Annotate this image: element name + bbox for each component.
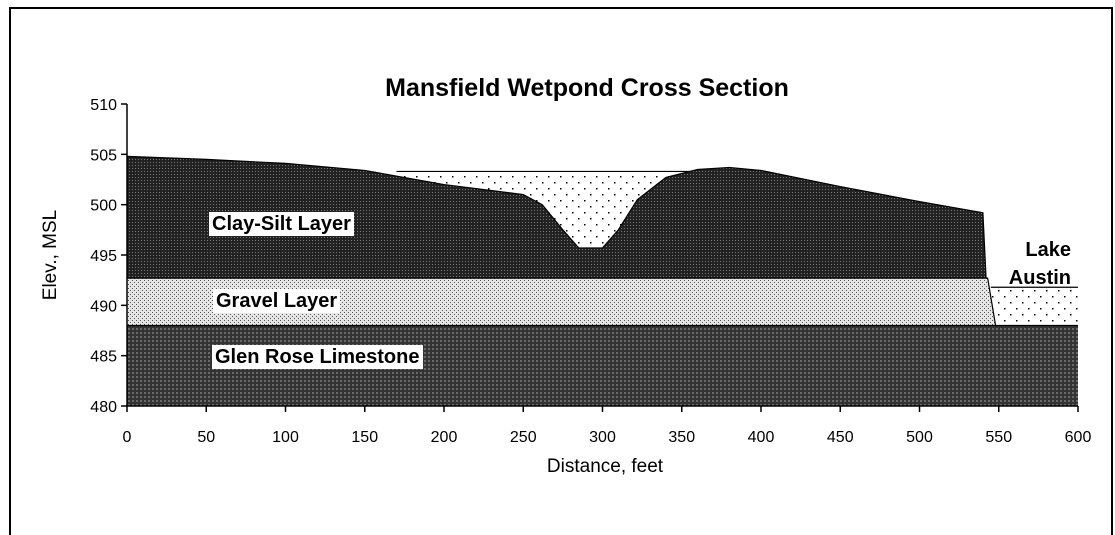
layer-top <box>127 277 997 326</box>
axes: 480 485 490 495 500 505 510 0 50 100 150 200 250 300 3… <box>90 97 1091 446</box>
y-tick-label: 505 <box>90 147 117 164</box>
areas <box>126 155 1078 406</box>
x-tick-label: 350 <box>668 429 695 446</box>
x-tick-label: 100 <box>272 429 299 446</box>
x-tick-label: 600 <box>1065 429 1092 446</box>
layer-label: Glen Rose Limestone <box>212 345 423 369</box>
x-axis-label: Distance, feet <box>547 456 664 477</box>
y-tick-label: 480 <box>90 399 117 416</box>
layer-label: Lake Austin <box>1008 239 1071 289</box>
x-tick-label: 200 <box>431 429 458 446</box>
x-tick-label: 550 <box>985 429 1012 446</box>
chart-title: Mansfield Wetpond Cross Section <box>385 74 789 102</box>
y-tick-label: 490 <box>90 298 117 315</box>
layer-top <box>126 155 987 279</box>
x-tick-label: 50 <box>197 429 215 446</box>
layer-label: Clay-Silt Layer <box>209 212 354 236</box>
y-axis-label: Elev., MSL <box>40 210 61 300</box>
y-tick-label: 500 <box>90 198 117 215</box>
y-tick-label: 510 <box>90 97 117 114</box>
layer-label: Gravel Layer <box>213 289 341 313</box>
x-tick-label: 300 <box>589 429 616 446</box>
x-tick-label: 400 <box>748 429 775 446</box>
x-tick-label: 0 <box>123 429 132 446</box>
frame <box>9 7 1113 535</box>
x-tick-label: 500 <box>906 429 933 446</box>
x-tick-label: 250 <box>510 429 537 446</box>
y-tick-label: 485 <box>90 349 117 366</box>
x-tick-label: 450 <box>827 429 854 446</box>
y-tick-label: 495 <box>90 248 117 265</box>
x-tick-label: 150 <box>351 429 378 446</box>
